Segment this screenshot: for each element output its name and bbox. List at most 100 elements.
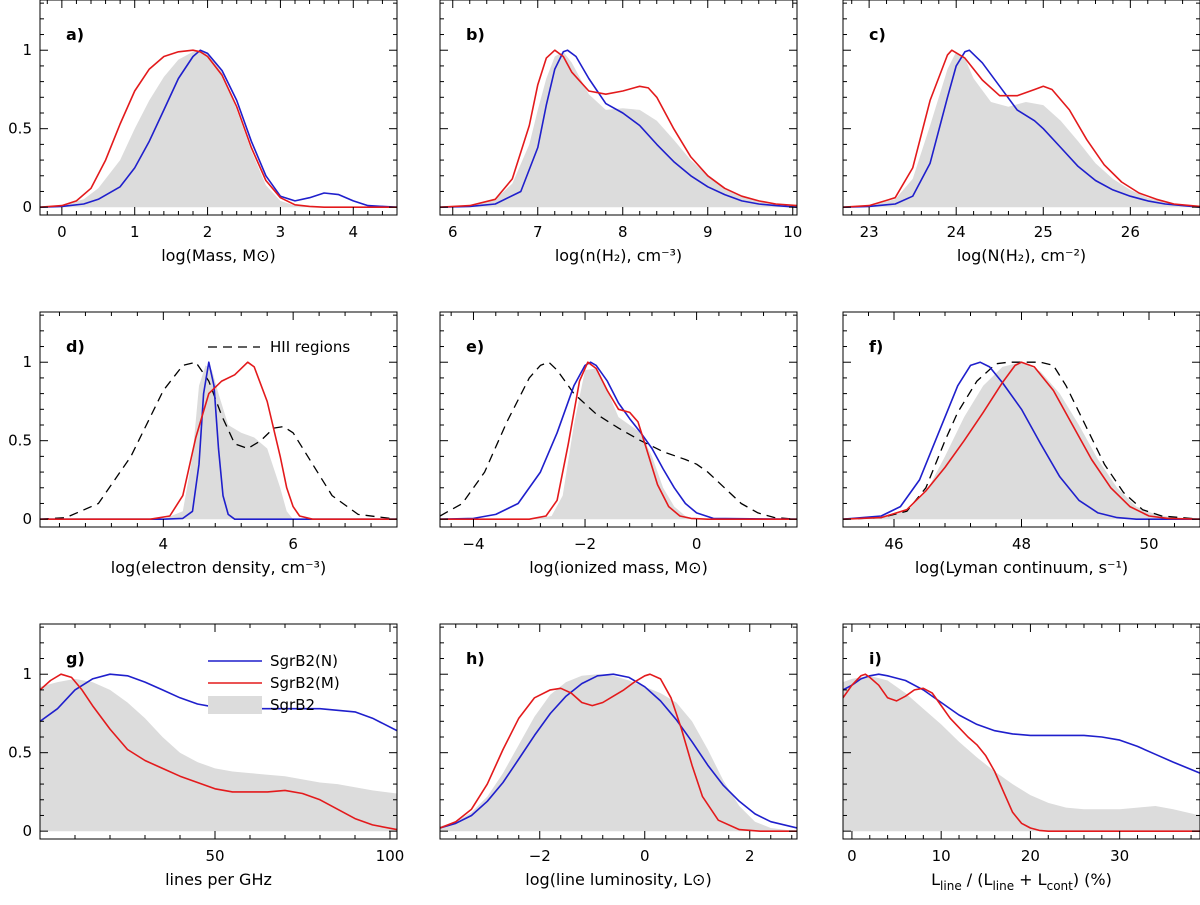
legend-main: SgrB2(N) SgrB2(M) SgrB2 bbox=[208, 652, 340, 714]
panel-i-xtick-label: 30 bbox=[1110, 847, 1129, 865]
panel-b-xtick-label: 6 bbox=[448, 223, 458, 241]
panel-d-ytick-label: 1 bbox=[22, 353, 32, 371]
panel-g: 50 100 0 0.5 1 g) lines per GHz bbox=[8, 623, 405, 889]
panel-b-series-sgrb2n-line bbox=[440, 49, 797, 208]
panel-e-xtick-label: −4 bbox=[462, 535, 484, 553]
panel-h-xlabel: log(line luminosity, L⊙) bbox=[525, 870, 711, 889]
panel-g-series-sgrb2m-line bbox=[40, 673, 397, 831]
panel-d-ytick-label: 0.5 bbox=[8, 432, 32, 450]
panel-c-xtick-label: 26 bbox=[1121, 223, 1140, 241]
panel-g-xtick-label: 50 bbox=[205, 847, 224, 865]
panel-f-series-sgrb2-area bbox=[843, 362, 1200, 520]
panel-d-series-sgrb2m-line bbox=[40, 361, 397, 520]
panel-a-xlabel: log(Mass, M⊙) bbox=[161, 246, 276, 265]
panel-h-xtick-label: 2 bbox=[745, 847, 755, 865]
panel-a-ytick-label: 0 bbox=[22, 198, 32, 216]
panel-a-series-sgrb2m-line bbox=[40, 49, 397, 208]
panel-d-series-sgrb2n-line bbox=[40, 361, 397, 520]
panel-a-xtick-label: 0 bbox=[57, 223, 67, 241]
panel-g-ytick-label: 0 bbox=[22, 822, 32, 840]
panel-g-xtick-label: 100 bbox=[376, 847, 405, 865]
panel-e-xlabel: log(ionized mass, M⊙) bbox=[529, 558, 708, 577]
panel-i-series-sgrb2n-line bbox=[843, 673, 1200, 774]
panel-b-frame bbox=[439, 0, 798, 216]
panel-c-label: c) bbox=[869, 25, 886, 44]
panel-a-series-sgrb2n-line bbox=[40, 49, 397, 208]
panel-h-xtick-label: 0 bbox=[640, 847, 650, 865]
panel-c-frame bbox=[842, 0, 1200, 216]
panel-b: 6 7 8 9 10 b) log(n(H₂), cm⁻³) bbox=[439, 0, 802, 265]
panel-f-label: f) bbox=[869, 337, 883, 356]
panel-f-series-hii-line bbox=[843, 361, 1200, 520]
panel-a-xtick-label: 3 bbox=[276, 223, 286, 241]
panel-a-xtick-label: 1 bbox=[130, 223, 140, 241]
panel-e: −4 −2 0 e) log(ionized mass, M⊙) bbox=[439, 311, 798, 577]
panel-d-ytick-label: 0 bbox=[22, 510, 32, 528]
panel-b-xlabel: log(n(H₂), cm⁻³) bbox=[555, 246, 682, 265]
panel-g-xlabel: lines per GHz bbox=[165, 870, 272, 889]
panel-i: 0 10 20 30 i) Lline / (Lline + Lcont) (%) bbox=[842, 623, 1200, 893]
panel-e-xtick-label: −2 bbox=[574, 535, 596, 553]
panel-d-xtick-label: 4 bbox=[159, 535, 169, 553]
panel-h-series-sgrb2m-line bbox=[440, 673, 797, 832]
panel-b-series-sgrb2m-line bbox=[440, 49, 797, 208]
panel-h-frame bbox=[439, 623, 798, 840]
panel-e-series-sgrb2-area bbox=[440, 368, 797, 520]
panel-e-xtick-label: 0 bbox=[692, 535, 702, 553]
panel-i-xtick-label: 20 bbox=[1021, 847, 1040, 865]
panel-i-series-sgrb2m-line bbox=[843, 673, 1200, 832]
panel-h-series-sgrb2-area bbox=[440, 674, 797, 832]
panel-f-xtick-label: 48 bbox=[1012, 535, 1031, 553]
panel-i-xtick-label: 10 bbox=[932, 847, 951, 865]
panel-d-label: d) bbox=[66, 337, 85, 356]
panel-c-series-sgrb2-area bbox=[843, 51, 1200, 208]
panel-c-xlabel: log(N(H₂), cm⁻²) bbox=[957, 246, 1086, 265]
panel-a-xtick-label: 2 bbox=[203, 223, 213, 241]
panel-f-xlabel: log(Lyman continuum, s⁻¹) bbox=[915, 558, 1128, 577]
panel-a-label: a) bbox=[66, 25, 84, 44]
panel-e-series-sgrb2n-line bbox=[440, 361, 797, 520]
panel-c-series-sgrb2m-line bbox=[843, 49, 1200, 208]
panel-f-series-sgrb2m-line bbox=[843, 361, 1200, 520]
legend-sgrb2n-label: SgrB2(N) bbox=[270, 652, 338, 670]
panel-f: 46 48 50 f) log(Lyman continuum, s⁻¹) bbox=[842, 311, 1200, 577]
panel-g-ytick-label: 1 bbox=[22, 665, 32, 683]
panel-h: −2 0 2 h) log(line luminosity, L⊙) bbox=[439, 623, 798, 889]
legend-sgrb2-swatch bbox=[208, 696, 262, 714]
panel-f-series-sgrb2n-line bbox=[843, 361, 1200, 520]
panel-c: 23 24 25 26 c) log(N(H₂), cm⁻²) bbox=[842, 0, 1200, 265]
legend-sgrb2-label: SgrB2 bbox=[270, 696, 315, 714]
panel-h-label: h) bbox=[466, 649, 485, 668]
panel-c-xtick-label: 25 bbox=[1034, 223, 1053, 241]
panel-a-series-sgrb2-area bbox=[40, 50, 397, 208]
panel-b-xtick-label: 9 bbox=[703, 223, 713, 241]
panel-h-series-sgrb2n-line bbox=[440, 673, 797, 829]
panel-c-xtick-label: 23 bbox=[860, 223, 879, 241]
panel-h-xtick-label: −2 bbox=[529, 847, 551, 865]
panel-a-frame bbox=[39, 0, 398, 216]
panel-i-label: i) bbox=[869, 649, 882, 668]
panel-f-xtick-label: 46 bbox=[884, 535, 903, 553]
panel-c-series-sgrb2n-line bbox=[843, 49, 1200, 208]
panel-b-label: b) bbox=[466, 25, 485, 44]
panel-g-frame bbox=[39, 623, 398, 840]
panel-e-label: e) bbox=[466, 337, 484, 356]
panel-e-series-hii-line bbox=[440, 361, 797, 520]
panel-b-series-sgrb2-area bbox=[440, 51, 797, 208]
panel-c-xtick-label: 24 bbox=[947, 223, 966, 241]
panel-i-frame bbox=[842, 623, 1200, 840]
panel-g-label: g) bbox=[66, 649, 85, 668]
panel-d-xlabel: log(electron density, cm⁻³) bbox=[111, 558, 326, 577]
panel-d-frame bbox=[39, 311, 398, 528]
panel-e-frame bbox=[439, 311, 798, 528]
panel-a: 0 1 2 3 4 0 0.5 1 a) log(Mass, M⊙) bbox=[8, 0, 398, 265]
panel-f-xtick-label: 50 bbox=[1139, 535, 1158, 553]
panel-g-ytick-label: 0.5 bbox=[8, 744, 32, 762]
panel-a-xtick-label: 4 bbox=[349, 223, 359, 241]
panel-b-xtick-label: 10 bbox=[783, 223, 802, 241]
legend-hii-label: HII regions bbox=[270, 338, 350, 356]
panel-i-series-sgrb2-area bbox=[843, 675, 1200, 832]
panel-b-xtick-label: 7 bbox=[533, 223, 543, 241]
panel-a-ytick-label: 0.5 bbox=[8, 120, 32, 138]
